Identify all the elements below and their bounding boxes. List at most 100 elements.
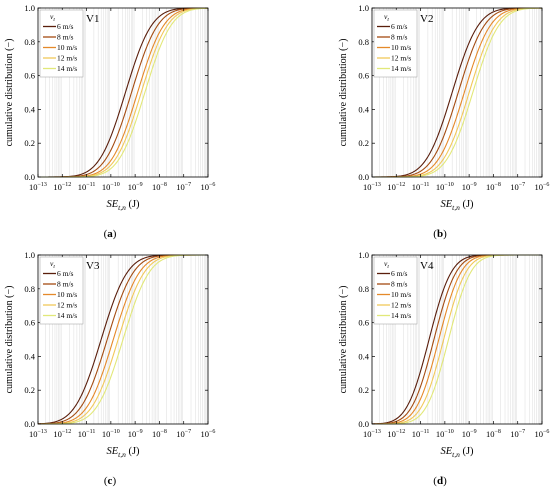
x-tick-exponent: −13 [38,429,47,435]
x-tick-label: 10−8 [486,429,501,439]
x-tick-base: 10 [128,429,137,439]
y-tick-label: 0.8 [358,37,369,47]
legend-entry: 14 m/s [57,64,77,73]
x-tick-label: 10−7 [510,429,525,439]
legend: vt6 m/s 8 m/s10 m/s 12 m/s14 m/s [373,9,418,78]
x-tick-exponent: −11 [86,182,95,188]
legend-entry: 14 m/s [391,311,411,320]
legend-title-main: v [50,12,54,21]
caption-paren: ( [104,475,108,487]
x-tick-exponent: −7 [519,182,525,188]
x-label-sub: t,n [452,203,460,212]
x-tick-base: 10 [436,182,445,192]
y-tick-label: 0.0 [358,419,369,429]
x-tick-exponent: −13 [38,182,47,188]
x-tick-exponent: −13 [372,429,381,435]
x-tick-exponent: −6 [209,182,215,188]
y-axis-ticks: 0.0 0.2 0.4 0.6 0.8 1.0 [24,250,208,429]
x-tick-label: 10−7 [176,182,191,192]
y-tick-label: 0.6 [24,318,35,328]
x-tick-label: 10−10 [436,429,454,439]
caption-paren: ) [113,228,117,240]
y-tick-label: 0.6 [358,71,369,81]
plot-frame [371,7,543,178]
legend-box [39,256,84,325]
panel-caption: (a) [104,228,117,240]
x-tick-label: 10−9 [128,429,143,439]
x-axis-label: SEt,n (J) [440,446,474,459]
x-tick-exponent: −6 [543,182,549,188]
x-label-sub: t,n [452,450,460,459]
x-label-main: SE [106,446,118,457]
x-tick-exponent: −9 [136,429,142,435]
x-tick-base: 10 [78,429,87,439]
x-tick-exponent: −7 [185,429,191,435]
x-tick-base: 10 [176,182,185,192]
caption-letter: c [108,475,113,487]
x-tick-exponent: −12 [396,429,405,435]
x-tick-base: 10 [363,182,372,192]
y-tick-label: 0.6 [24,71,35,81]
x-tick-exponent: −6 [209,429,215,435]
y-tick-label: 0.8 [358,284,369,294]
legend-entry: 10 m/s [57,290,77,299]
x-tick-exponent: −8 [494,182,500,188]
legend-entry: 12 m/s [391,301,411,310]
x-tick-exponent: −9 [470,429,476,435]
x-tick-label: 10−11 [412,182,430,192]
chart-panel-v4: 10−13 10−12 10−11 10−10 10−9 10−8 10−7 10−60.00… [338,250,549,487]
chart-panel-v3: 10−13 10−12 10−11 10−10 10−9 10−8 10−7 10−60.00… [4,250,215,487]
x-tick-base: 10 [510,429,519,439]
panel-tag: V4 [420,260,434,272]
plot-frame [37,7,209,178]
legend-title-sub: t [387,264,389,270]
x-label-sub: t,n [118,450,126,459]
x-tick-label: 10−12 [387,182,405,192]
y-axis-ticks: 0.0 0.2 0.4 0.6 0.8 1.0 [358,250,542,429]
x-tick-exponent: −11 [420,429,429,435]
x-tick-exponent: −12 [396,182,405,188]
x-label-unit: (J) [460,446,474,457]
legend-entry: 10 m/s [57,43,77,52]
legend-entry: 10 m/s [391,43,411,52]
caption-paren: ( [104,228,108,240]
legend-title: vt [384,12,389,23]
x-tick-label: 10−13 [29,429,47,439]
legend-entry: 10 m/s [391,290,411,299]
x-tick-base: 10 [387,182,396,192]
y-tick-label: 0.6 [358,318,369,328]
legend-title-sub: t [53,17,55,23]
x-tick-label: 10−9 [462,429,477,439]
y-tick-label: 0.2 [358,385,369,395]
y-tick-label: 1.0 [24,3,35,13]
y-tick-label: 0.4 [24,104,35,114]
x-tick-exponent: −7 [519,429,525,435]
x-tick-base: 10 [152,429,161,439]
x-tick-label: 10−13 [363,182,381,192]
x-tick-base: 10 [510,182,519,192]
x-tick-label: 10−10 [102,182,120,192]
x-tick-label: 10−12 [53,429,71,439]
x-axis-ticks: 10−13 10−12 10−11 10−10 10−9 10−8 10−7 10−6 [363,255,549,439]
legend-entry: 14 m/s [391,64,411,73]
legend-box [373,9,418,78]
x-tick-label: 10−8 [486,182,501,192]
x-tick-label: 10−13 [29,182,47,192]
legend-entry: 8 m/s [391,33,408,42]
x-tick-base: 10 [486,182,495,192]
x-tick-base: 10 [128,182,137,192]
caption-paren: ( [433,475,437,487]
panel-caption: (b) [433,228,447,240]
x-tick-base: 10 [436,429,445,439]
legend-entry: 8 m/s [57,280,74,289]
x-tick-label: 10−9 [462,182,477,192]
x-tick-label: 10−7 [176,429,191,439]
x-tick-label: 10−6 [201,182,216,192]
x-label-main: SE [440,199,452,210]
x-tick-exponent: −6 [543,429,549,435]
x-tick-exponent: −8 [160,429,166,435]
x-tick-label: 10−8 [152,182,167,192]
x-tick-base: 10 [412,182,421,192]
x-tick-label: 10−12 [53,182,71,192]
